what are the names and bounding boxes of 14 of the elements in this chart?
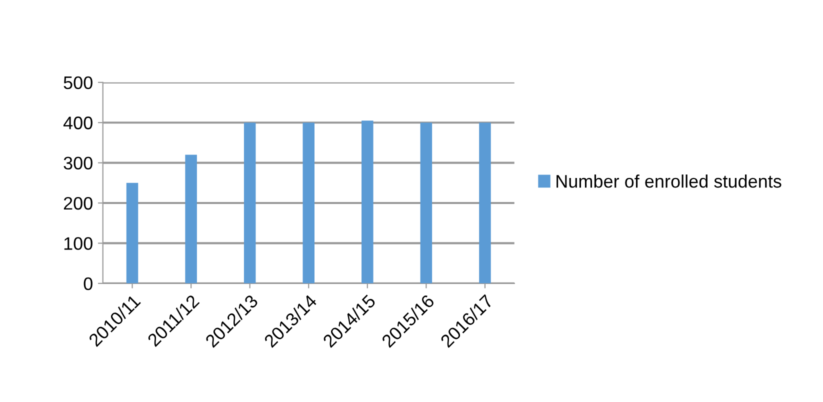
- y-tick-label: 500: [64, 76, 92, 90]
- bar: [185, 154, 197, 284]
- y-tick-label: 0: [84, 277, 92, 290]
- legend-label: Number of enrolled students: [556, 174, 782, 188]
- bar: [420, 122, 432, 284]
- y-tick-label: 300: [64, 156, 92, 170]
- bar: [479, 122, 491, 284]
- bar: [302, 122, 315, 284]
- y-tick-label: 200: [64, 196, 92, 210]
- bar: [244, 122, 256, 284]
- bar: [362, 120, 374, 284]
- bar: [126, 182, 138, 284]
- y-tick-label: 400: [63, 116, 92, 130]
- y-tick-label: 100: [64, 237, 92, 250]
